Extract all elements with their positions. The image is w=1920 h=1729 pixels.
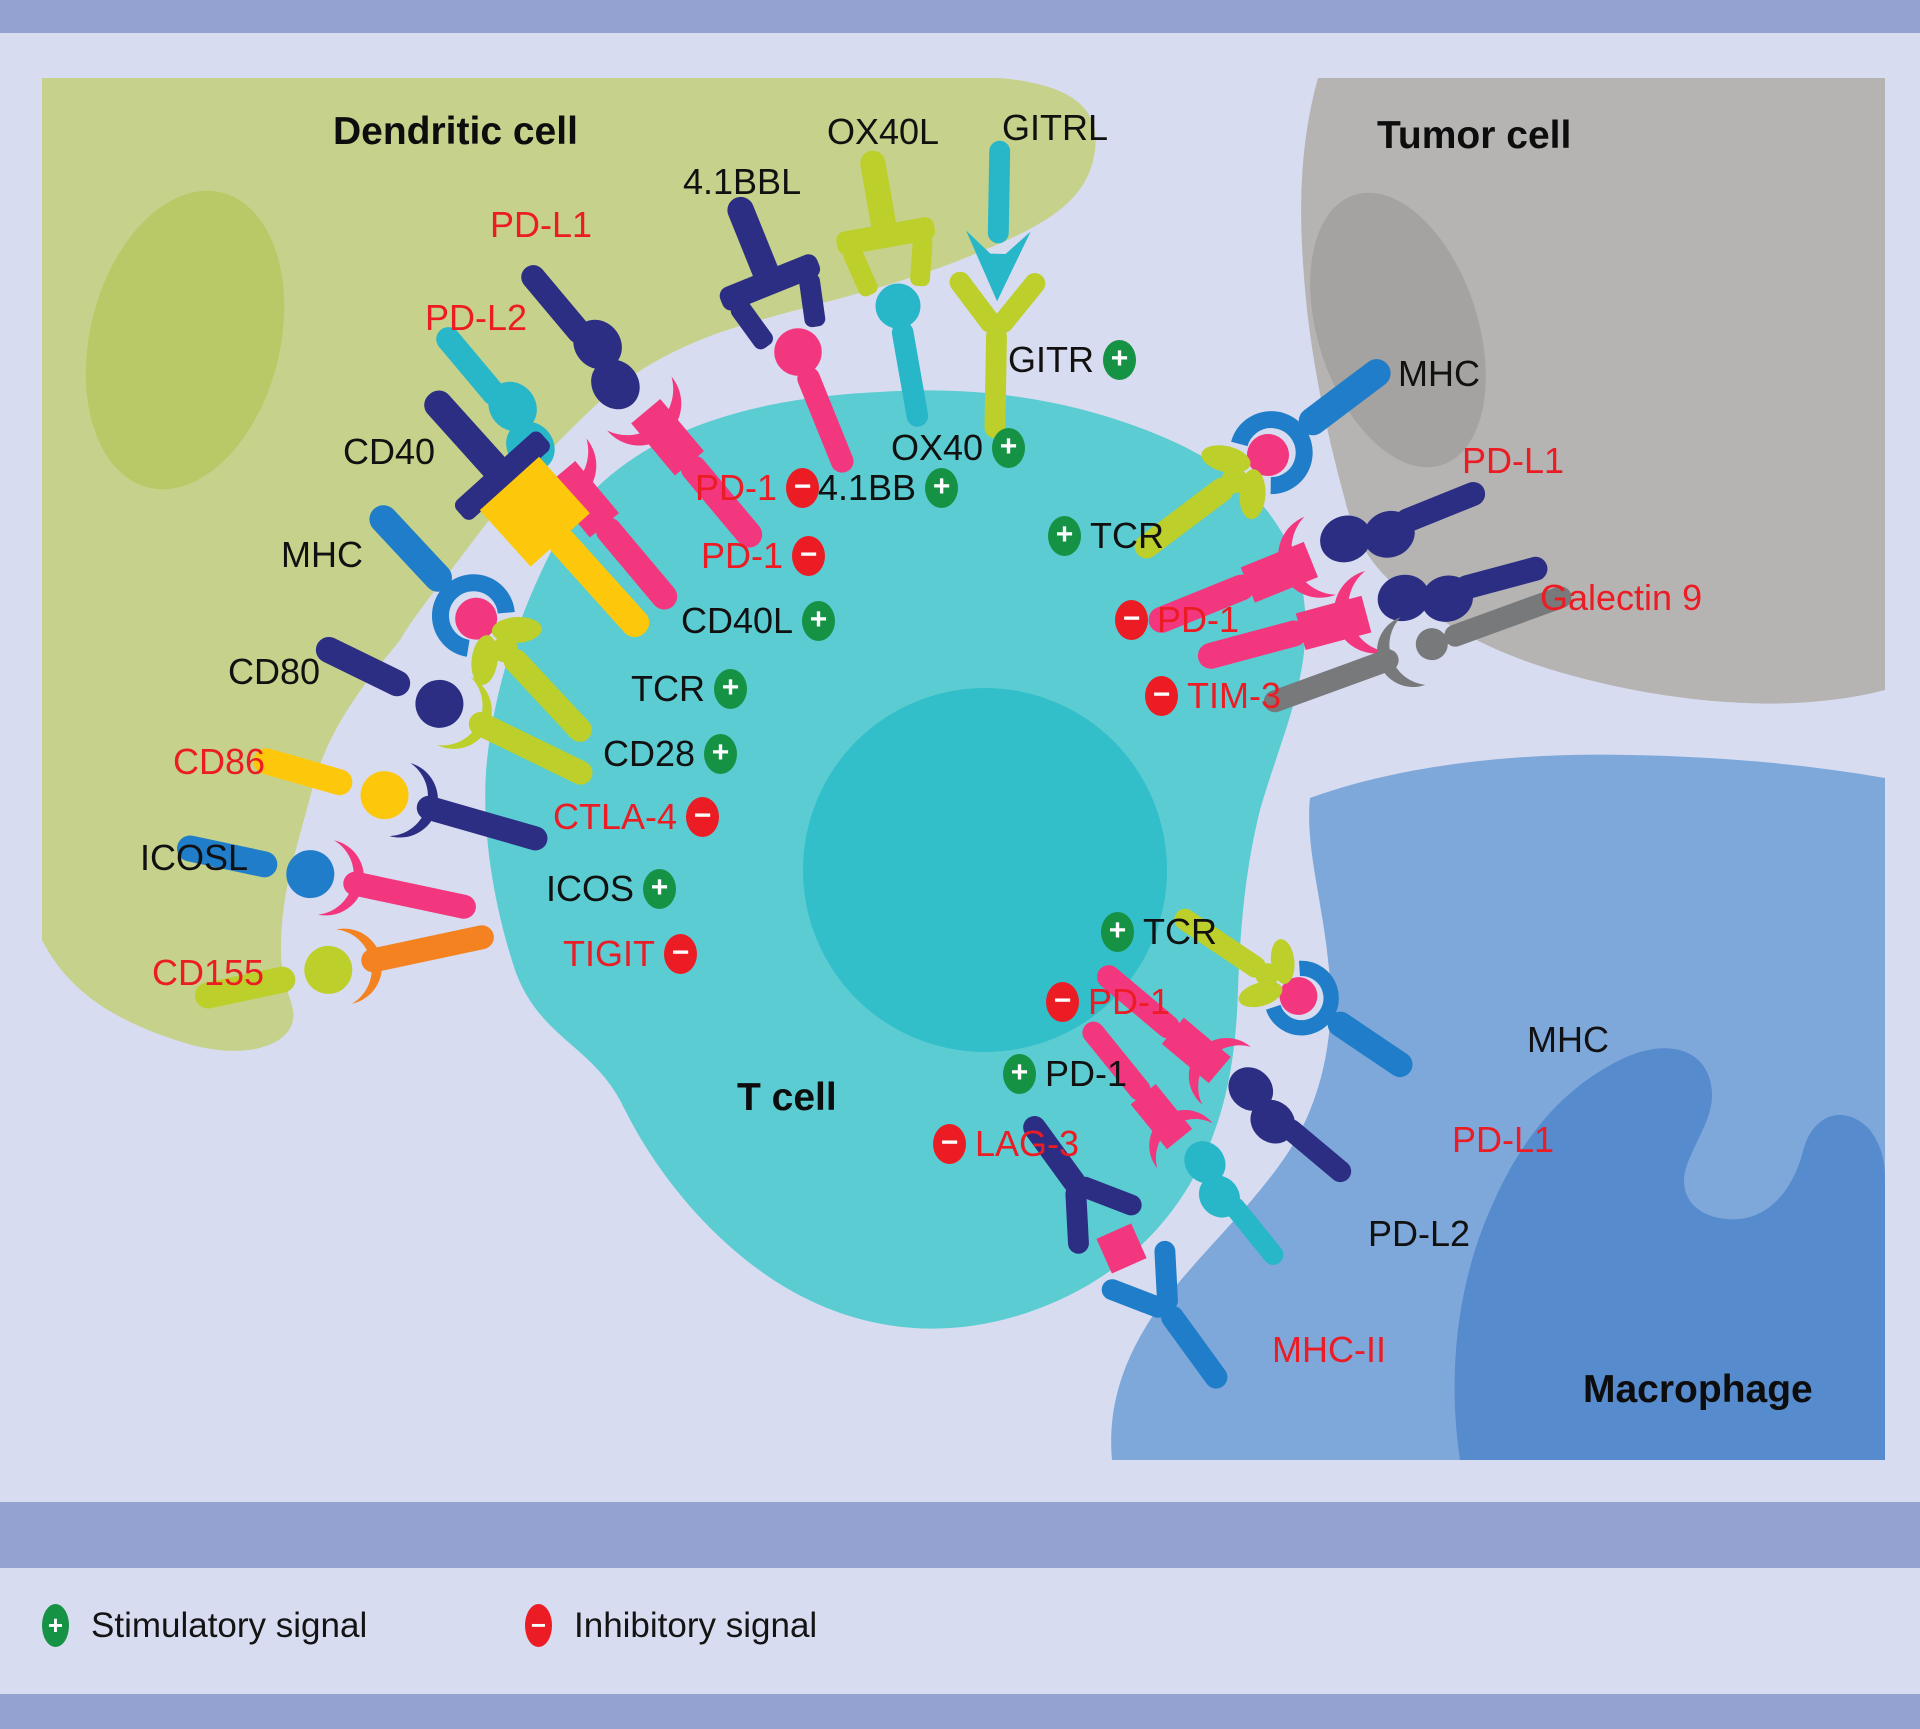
bottom-bar — [0, 1694, 1920, 1729]
macrophage-body — [1111, 754, 1885, 1460]
dendritic-nucleus — [85, 190, 285, 490]
divider-bar — [0, 1502, 1920, 1568]
t-cell-nucleus — [803, 688, 1167, 1052]
macrophage-nucleus — [1454, 1048, 1885, 1460]
dendritic-cell-body — [42, 78, 1096, 1051]
t-cell-body — [485, 390, 1306, 1329]
top-bar — [0, 0, 1920, 33]
